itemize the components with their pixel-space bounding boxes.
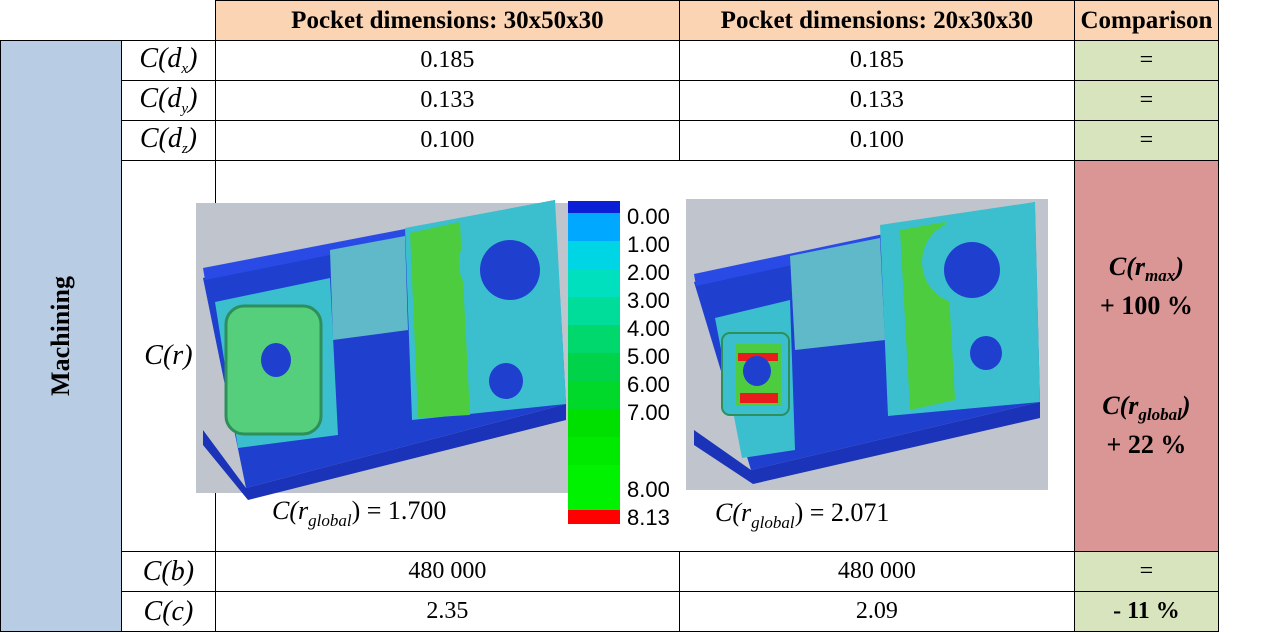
var-cdz: C(dz) bbox=[121, 121, 215, 161]
side-label-cell: Machining bbox=[1, 41, 122, 632]
cmp-cdy: = bbox=[1074, 81, 1218, 121]
value-cc-20x30: 2.09 bbox=[679, 592, 1074, 632]
header-comparison: Comparison bbox=[1074, 1, 1218, 41]
value-cdx-30x50: 0.185 bbox=[215, 41, 679, 81]
value-cdz-30x50: 0.100 bbox=[215, 121, 679, 161]
var-cdy: C(dy) bbox=[121, 81, 215, 121]
comparison-table: Pocket dimensions: 30x50x30 Pocket dimen… bbox=[0, 0, 1219, 632]
cmp-cb: = bbox=[1074, 552, 1218, 592]
table-row: C(dz) 0.100 0.100 = bbox=[1, 121, 1219, 161]
value-cc-30x50: 2.35 bbox=[215, 592, 679, 632]
table-row: C(dy) 0.133 0.133 = bbox=[1, 81, 1219, 121]
value-cdz-20x30: 0.100 bbox=[679, 121, 1074, 161]
header-pocket-20x30x30: Pocket dimensions: 20x30x30 bbox=[679, 1, 1074, 41]
table-row: C(r) C(rmax) + 100 % C(rglobal) + 22 % bbox=[1, 161, 1219, 552]
value-cdx-20x30: 0.185 bbox=[679, 41, 1074, 81]
var-cc: C(c) bbox=[121, 592, 215, 632]
cmp-rmax-value: + 100 % bbox=[1075, 291, 1218, 321]
side-label: Machining bbox=[46, 276, 76, 396]
cmp-cdz: = bbox=[1074, 121, 1218, 161]
var-cb: C(b) bbox=[121, 552, 215, 592]
value-cb-30x50: 480 000 bbox=[215, 552, 679, 592]
value-cdy-30x50: 0.133 bbox=[215, 81, 679, 121]
table-row: C(b) 480 000 480 000 = bbox=[1, 552, 1219, 592]
cmp-rmax: C(rmax) bbox=[1075, 252, 1218, 291]
table-row: Machining C(dx) 0.185 0.185 = bbox=[1, 41, 1219, 81]
cmp-cc: - 11 % bbox=[1074, 592, 1218, 632]
var-cr: C(r) bbox=[121, 161, 215, 552]
cmp-rglobal: C(rglobal) bbox=[1075, 391, 1218, 430]
cmp-cr: C(rmax) + 100 % C(rglobal) + 22 % bbox=[1074, 161, 1218, 552]
cmp-rglobal-value: + 22 % bbox=[1075, 430, 1218, 460]
var-cdx: C(dx) bbox=[121, 41, 215, 81]
value-cdy-20x30: 0.133 bbox=[679, 81, 1074, 121]
table-row: C(c) 2.35 2.09 - 11 % bbox=[1, 592, 1219, 632]
header-pocket-30x50x30: Pocket dimensions: 30x50x30 bbox=[215, 1, 679, 41]
value-cb-20x30: 480 000 bbox=[679, 552, 1074, 592]
header-blank bbox=[1, 1, 216, 41]
cmp-cdx: = bbox=[1074, 41, 1218, 81]
figure-cell bbox=[215, 161, 1074, 552]
